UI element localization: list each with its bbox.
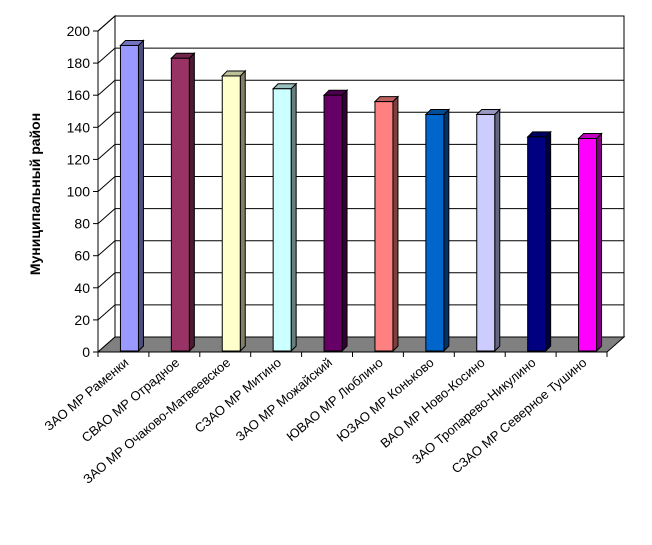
gridline-side	[97, 111, 116, 128]
gridline-side	[97, 240, 116, 257]
gridline-side	[97, 144, 116, 160]
gridline-side	[97, 208, 116, 224]
bar-front	[578, 138, 598, 352]
bar	[271, 82, 298, 353]
y-tick-label: 60	[74, 248, 90, 264]
y-tick-label: 40	[74, 280, 90, 296]
x-category-label: СВАО МР Отрадное	[79, 355, 183, 445]
bar	[526, 130, 552, 353]
x-category-label: СЗАО МР Митино	[192, 355, 284, 436]
bar	[577, 132, 603, 353]
bar-front	[323, 94, 343, 352]
x-category-label: ЮЗАО МР Коньково	[334, 355, 437, 445]
bar-side	[239, 69, 246, 353]
bar-front	[527, 136, 547, 352]
x-category-label: ЮВАО МР Люблино	[284, 355, 386, 444]
gridline-side	[97, 176, 116, 192]
bar-side	[290, 82, 297, 353]
gridline-side	[97, 15, 116, 32]
y-tick-label: 20	[74, 312, 90, 328]
bar	[424, 108, 451, 353]
bar	[475, 108, 501, 353]
gridline-side	[97, 79, 116, 96]
bar-front	[272, 88, 292, 352]
bar-front	[374, 101, 394, 352]
bar-side	[494, 108, 501, 353]
y-tick-label: 80	[74, 216, 90, 232]
bar-front	[170, 57, 190, 352]
bar	[119, 39, 145, 353]
x-category-label: ЗАО МР Можайский	[233, 355, 335, 444]
y-tick-label: 100	[67, 184, 91, 200]
y-tick-label: 0	[82, 344, 90, 360]
bar-front	[476, 113, 496, 352]
y-tick-label: 120	[67, 151, 91, 167]
bar	[322, 88, 349, 353]
bar-side	[392, 95, 399, 353]
bar-side	[596, 132, 603, 353]
bars-group	[119, 39, 603, 353]
bar-side	[443, 108, 450, 353]
bar-front	[119, 44, 139, 352]
x-category-label: ЗАО МР Раменки	[41, 355, 131, 434]
bar-side	[137, 39, 144, 353]
y-tick-label: 200	[67, 23, 91, 39]
gridline-side	[97, 47, 116, 64]
y-axis-title: Муниципальный район	[27, 113, 43, 275]
bar	[373, 95, 400, 353]
y-tick-label: 160	[67, 87, 91, 103]
bar	[221, 69, 247, 353]
bar-side	[341, 88, 348, 353]
bar-side	[188, 52, 195, 353]
y-tick-label: 180	[67, 55, 91, 71]
gridline-side	[97, 304, 116, 321]
gridline-side	[97, 272, 116, 289]
bar	[170, 52, 196, 353]
y-tick-labels: 0 20 40 60 80 100 120 140 160 180 200	[67, 23, 98, 360]
bar-front	[425, 113, 445, 352]
bar-side	[545, 130, 552, 353]
bar-front	[221, 75, 241, 352]
y-tick-label: 140	[67, 119, 91, 135]
